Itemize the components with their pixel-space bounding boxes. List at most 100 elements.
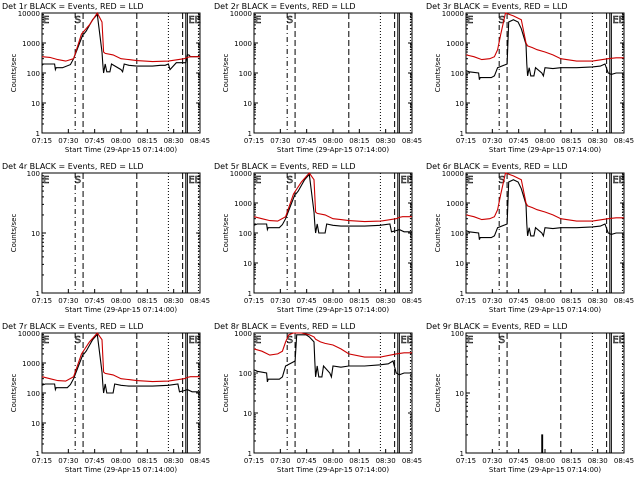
x-tick-label: 08:00 <box>323 297 343 305</box>
chart-title: Det 6r BLACK = Events, RED = LLD <box>426 162 568 171</box>
y-tick-label: 1000 <box>234 40 252 48</box>
event-marker-label: S <box>287 15 293 26</box>
chart-panel: Det 8r BLACK = Events, RED = LLD 1 10 100 10… <box>214 322 422 474</box>
x-tick-label: 08:45 <box>190 137 210 145</box>
plot-frame <box>465 172 625 294</box>
x-tick-label: 08:45 <box>190 297 210 305</box>
series-line-lld <box>465 172 624 222</box>
plot-frame <box>465 332 625 454</box>
x-axis-label: Start Time (29-Apr-15 07:14:00) <box>489 306 601 314</box>
x-tick-label: 07:45 <box>297 137 317 145</box>
series-line-events <box>253 173 412 234</box>
chart-panel: Det 3r BLACK = Events, RED = LLD 1 10 100 10… <box>426 2 634 154</box>
x-tick-label: 07:15 <box>32 137 52 145</box>
x-tick-label: 08:15 <box>137 457 157 465</box>
event-marker-label: E <box>467 335 473 346</box>
y-tick-label: 10 <box>455 260 464 268</box>
plot-frame <box>465 12 625 134</box>
y-tick-label: 1 <box>248 290 252 298</box>
x-axis-label: Start Time (29-Apr-15 07:14:00) <box>65 466 177 474</box>
y-tick-label: 1000 <box>446 40 464 48</box>
x-axis-label: Start Time (29-Apr-15 07:14:00) <box>65 146 177 154</box>
x-tick-label: 08:15 <box>561 297 581 305</box>
x-tick-label: 08:45 <box>614 137 634 145</box>
x-tick-label: 08:30 <box>588 297 608 305</box>
y-tick-label: 10000 <box>230 170 252 178</box>
y-tick-label: 10 <box>243 410 252 418</box>
y-axis-label: Counts/sec <box>10 54 18 93</box>
y-tick-label: 10000 <box>230 10 252 18</box>
x-tick-label: 08:30 <box>164 297 184 305</box>
y-axis-label: Counts/sec <box>10 214 18 253</box>
y-axis-label: Counts/sec <box>222 214 230 253</box>
plot-frame <box>41 332 201 454</box>
y-tick-label: 1000 <box>234 330 252 338</box>
y-axis-label: Counts/sec <box>434 374 442 413</box>
series-line-events <box>541 434 544 453</box>
y-tick-label: 10 <box>31 100 40 108</box>
event-marker-label: EE <box>188 175 201 186</box>
event-marker-label: S <box>499 15 505 26</box>
x-tick-label: 08:15 <box>349 297 369 305</box>
event-marker-label: S <box>75 335 81 346</box>
event-marker-label: E <box>43 175 49 186</box>
x-tick-label: 08:15 <box>137 137 157 145</box>
y-tick-label: 10000 <box>442 170 464 178</box>
x-tick-label: 07:15 <box>456 297 476 305</box>
x-tick-label: 07:15 <box>244 297 264 305</box>
y-tick-label: 10 <box>31 420 40 428</box>
x-tick-label: 08:00 <box>535 297 555 305</box>
y-tick-label: 100 <box>239 230 252 238</box>
chart-panel: Det 9r BLACK = Events, RED = LLD 1 10 100 07… <box>426 322 634 474</box>
y-tick-label: 100 <box>27 170 40 178</box>
event-marker-label: S <box>287 175 293 186</box>
y-axis-label: Counts/sec <box>222 374 230 413</box>
chart-panel: Det 1r BLACK = Events, RED = LLD 1 10 100 10… <box>2 2 210 154</box>
event-marker-label: EE <box>612 335 625 346</box>
y-tick-label: 1000 <box>234 200 252 208</box>
series-line-events <box>41 333 200 394</box>
x-tick-label: 08:45 <box>614 457 634 465</box>
plot-frame <box>253 332 413 454</box>
chart-title: Det 9r BLACK = Events, RED = LLD <box>426 322 568 331</box>
x-tick-label: 07:45 <box>509 457 529 465</box>
y-tick-label: 100 <box>451 230 464 238</box>
chart-title: Det 7r BLACK = Events, RED = LLD <box>2 322 144 331</box>
chart-panel: Det 5r BLACK = Events, RED = LLD 1 10 100 10… <box>214 162 422 314</box>
x-axis-label: Start Time (29-Apr-15 07:14:00) <box>489 146 601 154</box>
x-tick-label: 08:30 <box>164 137 184 145</box>
chart-title: Det 3r BLACK = Events, RED = LLD <box>426 2 568 11</box>
x-tick-label: 07:15 <box>456 457 476 465</box>
event-marker-label: E <box>255 335 261 346</box>
y-tick-label: 100 <box>239 370 252 378</box>
y-tick-label: 10000 <box>18 330 40 338</box>
x-tick-label: 08:30 <box>376 137 396 145</box>
x-tick-label: 08:30 <box>164 457 184 465</box>
event-marker-label: EE <box>612 175 625 186</box>
event-marker-label: E <box>43 15 49 26</box>
event-marker-label: S <box>499 175 505 186</box>
event-marker-label: S <box>287 335 293 346</box>
x-tick-label: 07:30 <box>270 457 290 465</box>
series-line-lld <box>41 11 200 63</box>
x-axis-label: Start Time (29-Apr-15 07:14:00) <box>277 466 389 474</box>
event-marker-label: EE <box>188 15 201 26</box>
y-tick-label: 1000 <box>446 200 464 208</box>
event-marker-label: EE <box>400 175 413 186</box>
series-line-events <box>253 334 412 383</box>
x-tick-label: 08:00 <box>111 457 131 465</box>
chart-panel: Det 2r BLACK = Events, RED = LLD 1 10 100 10… <box>214 2 422 154</box>
x-tick-label: 08:15 <box>137 297 157 305</box>
x-tick-label: 07:15 <box>244 457 264 465</box>
x-tick-label: 07:15 <box>32 457 52 465</box>
x-tick-label: 08:30 <box>588 457 608 465</box>
x-axis-label: Start Time (29-Apr-15 07:14:00) <box>489 466 601 474</box>
event-marker-label: E <box>255 175 261 186</box>
plot-frame <box>253 172 413 294</box>
x-tick-label: 08:00 <box>111 297 131 305</box>
x-tick-label: 08:45 <box>402 457 422 465</box>
event-marker-label: S <box>75 15 81 26</box>
event-marker-label: EE <box>612 15 625 26</box>
chart-panel: Det 6r BLACK = Events, RED = LLD 1 10 100 10… <box>426 162 634 314</box>
